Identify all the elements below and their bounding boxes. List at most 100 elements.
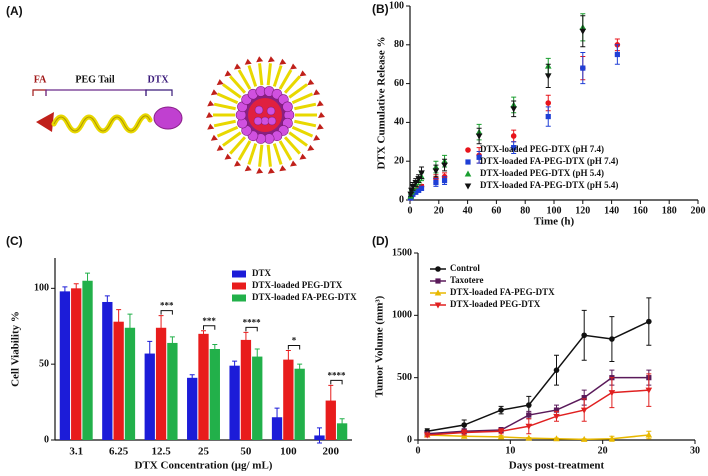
micelle-tail [278, 140, 293, 161]
error-bar [73, 283, 79, 294]
micelle-fa [256, 167, 264, 174]
legend-marker [435, 266, 441, 272]
legend-marker [434, 302, 442, 309]
marker [553, 407, 560, 413]
annotation: **** [243, 317, 262, 327]
error-bar [254, 348, 260, 365]
x-tick-label: 200 [323, 446, 340, 458]
legend-label: DTX-loaded FA-PEG-DTX [450, 287, 555, 297]
x-axis-title: Time (h) [534, 216, 575, 228]
error-bar [116, 309, 122, 335]
legend-label: DTX-loaded PEG-DTX (pH 5.4) [480, 168, 604, 178]
micelle-drug [266, 106, 276, 116]
error-bar [328, 384, 334, 417]
micelle-tail [291, 92, 314, 105]
marker [645, 387, 653, 394]
error-bar [243, 331, 249, 348]
micelle-tail [216, 92, 239, 105]
bar [283, 359, 294, 440]
micelle-fa [267, 56, 275, 63]
micelle-fa [313, 89, 321, 96]
marker [511, 145, 517, 151]
error-bar [297, 363, 303, 374]
micelle-tail [291, 125, 314, 138]
micelle-fa [313, 134, 321, 141]
marker [553, 413, 560, 420]
micelle-fa [244, 165, 252, 172]
micelle-tail [294, 119, 317, 128]
legend-swatch [232, 294, 246, 302]
marker [608, 435, 616, 442]
fa-label: FA [34, 74, 47, 85]
micelle-tail [294, 102, 317, 111]
legend-label: DTX-loaded PEG-DTX (pH 7.4) [480, 144, 604, 154]
micelle-tail [222, 83, 242, 99]
marker [415, 176, 422, 183]
marker [553, 435, 560, 442]
significance-bracket [245, 326, 258, 332]
line [427, 376, 649, 435]
micelle-tail [229, 75, 247, 94]
error-bar [189, 374, 195, 382]
error-bar [274, 407, 280, 427]
legend-label: DTX [252, 268, 272, 278]
y-tick-label: 100 [34, 283, 49, 294]
legend-marker [434, 289, 442, 296]
marker [580, 407, 588, 414]
micelle-fa [216, 79, 224, 86]
line [427, 434, 649, 441]
marker [580, 435, 588, 442]
y-tick-label: 1000 [392, 310, 412, 321]
x-tick-label: 120 [575, 205, 590, 216]
micelle-tail [229, 136, 247, 155]
micelle-tail [288, 131, 308, 147]
micelle-fa [318, 112, 325, 118]
error-bar [316, 427, 322, 444]
error-bar [158, 315, 164, 341]
marker [645, 431, 653, 438]
error-bar [85, 272, 91, 289]
x-tick-label: 0 [408, 205, 413, 216]
x-tick-label: 100 [280, 446, 297, 458]
error-bar [212, 343, 218, 355]
legend-marker [465, 159, 471, 165]
x-tick-label: 50 [240, 446, 252, 458]
micelle-fa [279, 58, 287, 65]
marker [423, 432, 431, 439]
annotation: **** [327, 370, 346, 380]
marker [581, 332, 587, 339]
x-tick-label: 80 [520, 205, 530, 216]
x-axis-title: Days post-treatment [509, 460, 605, 472]
x-tick-label: 25 [198, 446, 210, 458]
bar [336, 423, 348, 440]
micelle-fa [267, 167, 275, 174]
marker [525, 434, 533, 441]
y-tick-label: 0 [44, 434, 49, 445]
marker [526, 412, 532, 418]
line [427, 320, 650, 433]
panel-label: (D) [372, 234, 389, 248]
micelle-fa [207, 123, 215, 130]
marker [418, 170, 425, 177]
x-tick-label: 12.5 [151, 446, 171, 458]
legend-marker [464, 183, 472, 190]
bar [240, 339, 252, 440]
marker [407, 191, 415, 198]
error-bar [127, 313, 133, 342]
micelle-tail [213, 119, 236, 128]
marker [441, 162, 448, 169]
marker [646, 318, 652, 325]
micelle-tail [266, 144, 272, 167]
y-tick-label: 50 [39, 358, 49, 369]
x-tick-label: 6.25 [109, 446, 129, 458]
micelle-tail [258, 144, 264, 167]
x-tick-label: 20 [434, 205, 444, 216]
micelle-tail [278, 69, 293, 90]
y-tick-label: 60 [394, 78, 404, 89]
marker [580, 65, 586, 71]
y-tick-label: 20 [394, 155, 404, 166]
marker [581, 395, 587, 401]
micelle-fa [316, 100, 324, 107]
micelle-bead [282, 101, 293, 113]
